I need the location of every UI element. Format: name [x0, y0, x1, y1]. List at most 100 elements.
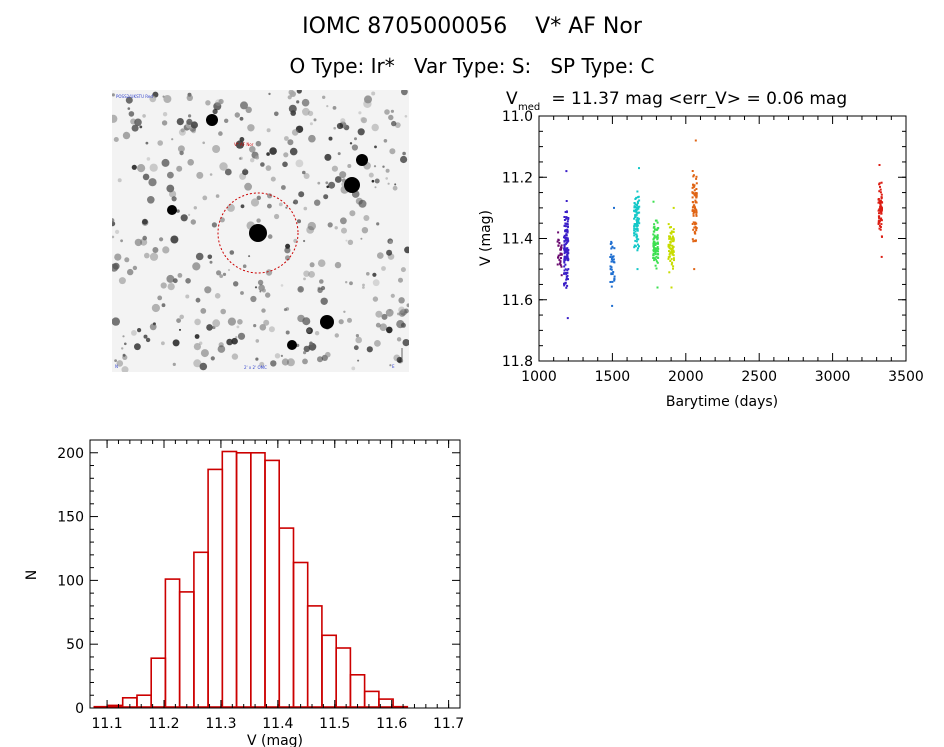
lc-point — [564, 281, 567, 284]
star — [112, 317, 120, 326]
star — [176, 118, 184, 126]
lc-point — [694, 139, 697, 142]
lc-point — [691, 223, 694, 225]
lc-point — [692, 228, 695, 231]
lc-point — [637, 247, 639, 250]
star — [355, 197, 363, 205]
star — [142, 173, 150, 181]
star — [363, 215, 370, 221]
star — [227, 317, 236, 326]
star — [176, 209, 180, 213]
lc-point — [692, 221, 695, 224]
lc-point — [672, 228, 675, 231]
lc-point — [669, 251, 672, 254]
lc-point — [564, 268, 567, 271]
lc-point — [637, 207, 640, 210]
lc-point — [654, 242, 657, 245]
star — [402, 339, 409, 347]
histogram-bar — [150, 657, 167, 708]
star — [209, 173, 213, 176]
lc-point — [691, 206, 694, 209]
lc-point — [563, 234, 566, 237]
star — [274, 353, 281, 359]
star — [142, 218, 148, 225]
hist-ylabel: N — [24, 570, 40, 580]
lc-point — [634, 230, 637, 233]
star — [113, 137, 119, 142]
star — [394, 183, 397, 186]
lc-point — [565, 200, 568, 202]
lc-point — [565, 273, 568, 276]
star — [269, 147, 277, 155]
star — [149, 163, 158, 172]
star — [255, 357, 259, 361]
lc-point — [878, 224, 881, 227]
histogram-bar — [193, 551, 209, 708]
lc-point — [695, 222, 698, 225]
lc-title-subscript: med — [518, 102, 540, 113]
lc-point — [559, 252, 562, 255]
lc-point — [564, 243, 567, 246]
star — [268, 92, 271, 96]
lc-point — [609, 265, 612, 268]
star — [357, 128, 365, 136]
lc-point — [691, 192, 694, 194]
star — [148, 178, 157, 187]
star — [193, 343, 201, 351]
lc-point — [878, 217, 881, 220]
lc-point — [637, 217, 640, 220]
lc-point — [669, 252, 672, 255]
star — [364, 95, 372, 104]
lc-point — [563, 240, 566, 243]
star — [340, 118, 346, 124]
hist-frame — [89, 439, 461, 709]
star — [259, 324, 267, 331]
star — [347, 317, 352, 323]
lc-point — [656, 246, 659, 248]
star — [215, 194, 220, 198]
lc-point — [563, 243, 566, 246]
star — [132, 265, 138, 271]
lc-point — [567, 268, 570, 271]
lc-point — [636, 221, 638, 224]
star — [296, 90, 302, 94]
star — [295, 159, 304, 168]
lc-point — [692, 185, 695, 188]
lc-point — [654, 252, 657, 255]
star — [167, 283, 175, 291]
star — [303, 351, 307, 355]
lc-point — [880, 235, 883, 238]
star — [112, 262, 120, 270]
star — [142, 114, 146, 118]
lc-point — [610, 258, 613, 260]
star — [368, 172, 374, 178]
star — [131, 124, 139, 132]
lc-point — [558, 242, 561, 244]
star — [402, 151, 406, 156]
histogram-bar — [292, 561, 309, 708]
star — [179, 328, 181, 331]
lc-point — [565, 234, 568, 237]
star — [210, 356, 215, 361]
lc-point — [611, 304, 614, 307]
star — [309, 262, 315, 268]
star — [116, 360, 124, 367]
lc-point — [694, 194, 697, 197]
lc-point — [670, 251, 673, 254]
histogram-bar — [164, 578, 181, 708]
hist-xtick-label: 11.1 — [91, 716, 122, 732]
star — [386, 249, 393, 256]
lc-point — [567, 248, 570, 251]
star — [122, 354, 128, 360]
star — [259, 290, 262, 293]
star — [325, 351, 331, 358]
star — [142, 235, 147, 241]
star — [263, 319, 270, 326]
star — [250, 295, 257, 303]
star — [220, 308, 226, 315]
lc-point — [636, 268, 639, 271]
lc-point — [633, 225, 636, 228]
lc-point — [634, 245, 637, 248]
lc-point — [637, 238, 640, 241]
lc-point — [656, 235, 659, 237]
